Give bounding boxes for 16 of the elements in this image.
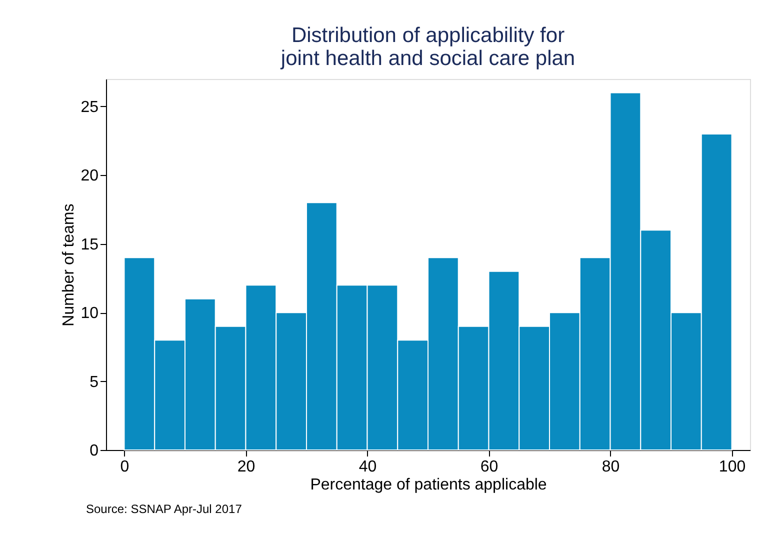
y-tick-label: 0 xyxy=(90,442,99,460)
x-tick-label: 0 xyxy=(120,458,130,476)
y-tick-label: 10 xyxy=(80,305,99,322)
y-tick-label: 25 xyxy=(80,98,99,116)
y-tick-label: 15 xyxy=(80,236,99,254)
y-tick-label: 20 xyxy=(80,168,99,185)
chart-title: Distribution of applicability for joint health and social care plan xyxy=(280,24,576,70)
x-tick-label: 100 xyxy=(718,458,746,476)
y-tick-label: 5 xyxy=(90,374,99,391)
x-tick-label: 20 xyxy=(237,458,256,476)
x-tick-label: 40 xyxy=(358,458,377,476)
y-axis-title: Number of teams xyxy=(60,204,78,326)
x-tick-label: 60 xyxy=(480,458,498,476)
x-axis-title: Percentage of patients applicable xyxy=(310,476,547,494)
source-note: Source: SSNAP Apr-Jul 2017 xyxy=(86,502,242,516)
x-tick-label: 80 xyxy=(602,458,620,476)
